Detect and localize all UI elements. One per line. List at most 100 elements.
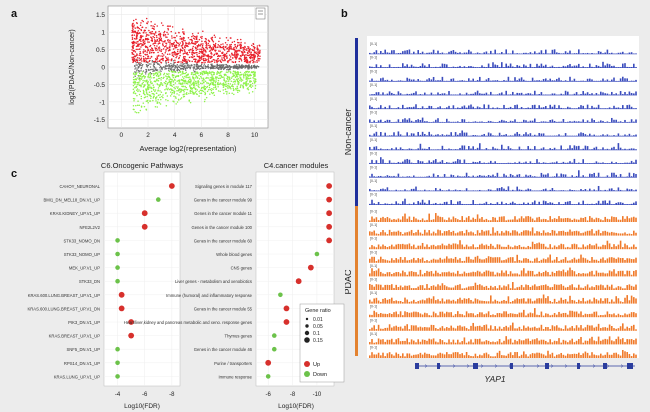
- signal-bar: [602, 147, 604, 150]
- signal-bar: [600, 258, 602, 263]
- ma-point-down: [192, 77, 195, 80]
- ma-point-down: [201, 79, 204, 82]
- ma-point-up: [174, 59, 176, 61]
- signal-bar: [448, 176, 450, 178]
- signal-bar: [501, 80, 503, 82]
- ma-point-down: [210, 71, 212, 74]
- signal-bar: [380, 175, 382, 178]
- signal-bar: [507, 121, 510, 123]
- ma-point-down: [152, 88, 155, 91]
- signal-bar: [600, 162, 602, 164]
- signal-bar: [490, 108, 492, 109]
- signal-bar: [393, 260, 395, 263]
- signal-bar: [516, 104, 518, 109]
- signal-bar: [492, 162, 494, 164]
- signal-bar: [551, 247, 554, 250]
- ma-point-up: [219, 59, 221, 62]
- signal-bar: [496, 244, 499, 250]
- signal-bar: [373, 218, 375, 222]
- right-dotplot-row-label: Genes in the cancer module 99: [194, 198, 253, 203]
- signal-bar: [604, 230, 606, 236]
- signal-bar: [386, 108, 389, 109]
- ma-point-up: [169, 41, 171, 43]
- ma-point-up: [183, 60, 186, 63]
- signal-bar: [514, 149, 516, 150]
- signal-bar: [611, 91, 613, 96]
- signal-bar: [377, 201, 380, 205]
- ma-point-up: [232, 48, 235, 50]
- ma-point-up: [146, 34, 148, 36]
- signal-bar: [373, 203, 375, 205]
- signal-bar: [626, 149, 628, 150]
- signal-bar: [608, 270, 611, 277]
- ma-point-down: [185, 71, 188, 74]
- signal-bar: [556, 233, 558, 236]
- ma-point-down: [228, 87, 230, 89]
- signal-bar: [448, 217, 450, 222]
- right-dotplot-xtick-label: -6: [266, 392, 272, 398]
- signal-bar: [518, 233, 521, 236]
- signal-bar: [615, 162, 617, 164]
- signal-bar: [531, 190, 534, 191]
- signal-bar: [410, 229, 413, 236]
- signal-bar: [595, 190, 598, 191]
- signal-bar: [505, 134, 507, 137]
- signal-bar: [404, 232, 406, 236]
- signal-bar: [441, 190, 444, 191]
- ma-point-down: [208, 86, 211, 89]
- signal-bar: [369, 119, 371, 123]
- ma-point-up: [185, 61, 187, 64]
- signal-bar: [578, 80, 580, 82]
- ma-point-down: [145, 109, 148, 111]
- ma-point-down: [146, 83, 149, 85]
- signal-bar: [432, 135, 435, 137]
- signal-bar: [395, 244, 397, 250]
- signal-bar: [430, 121, 433, 123]
- signal-bar: [487, 162, 490, 164]
- signal-bar: [419, 65, 422, 68]
- ma-point-down: [144, 75, 147, 78]
- signal-bar: [397, 203, 400, 205]
- signal-bar: [556, 121, 558, 123]
- ma-point-up: [178, 31, 180, 34]
- signal-bar: [485, 230, 488, 236]
- signal-bar: [417, 274, 419, 277]
- right-dotplot-row-label: Genes in the cancer module 60: [194, 238, 253, 243]
- signal-bar: [626, 258, 628, 263]
- signal-bar: [593, 274, 595, 277]
- ma-point-down: [135, 85, 138, 88]
- ma-point-down: [209, 72, 211, 74]
- ma-point-up: [227, 39, 229, 42]
- signal-bar: [608, 286, 611, 290]
- signal-bar: [476, 90, 479, 96]
- ma-point-down: [187, 76, 189, 79]
- signal-bar: [465, 229, 468, 236]
- signal-bar: [626, 270, 628, 277]
- signal-bar: [377, 284, 380, 290]
- signal-bar: [470, 231, 472, 236]
- ma-point-up: [163, 45, 166, 48]
- right-dotplot-row-label: Liver genes - metabolism and xenobiotics: [175, 279, 252, 284]
- signal-bar: [428, 147, 430, 150]
- ma-point-down: [170, 84, 173, 87]
- ma-point-up: [148, 60, 150, 63]
- ma-point-neutral: [168, 63, 170, 66]
- ma-point-down: [209, 83, 212, 86]
- signal-bar: [430, 149, 433, 150]
- signal-bar: [556, 190, 558, 191]
- ma-point-neutral: [153, 65, 155, 68]
- ma-point-up: [164, 40, 166, 42]
- signal-bar: [608, 188, 611, 191]
- ma-point-up: [257, 57, 260, 60]
- signal-bar: [386, 234, 389, 236]
- signal-bar: [474, 190, 477, 191]
- signal-bar: [520, 92, 523, 96]
- left-dotplot-dot: [141, 210, 148, 217]
- signal-bar: [534, 220, 536, 222]
- ma-point-down: [250, 86, 253, 89]
- signal-bar: [448, 258, 450, 263]
- signal-bar: [498, 285, 501, 290]
- ma-point-down: [182, 80, 185, 82]
- ma-point-up: [194, 46, 197, 48]
- signal-bar: [496, 53, 499, 54]
